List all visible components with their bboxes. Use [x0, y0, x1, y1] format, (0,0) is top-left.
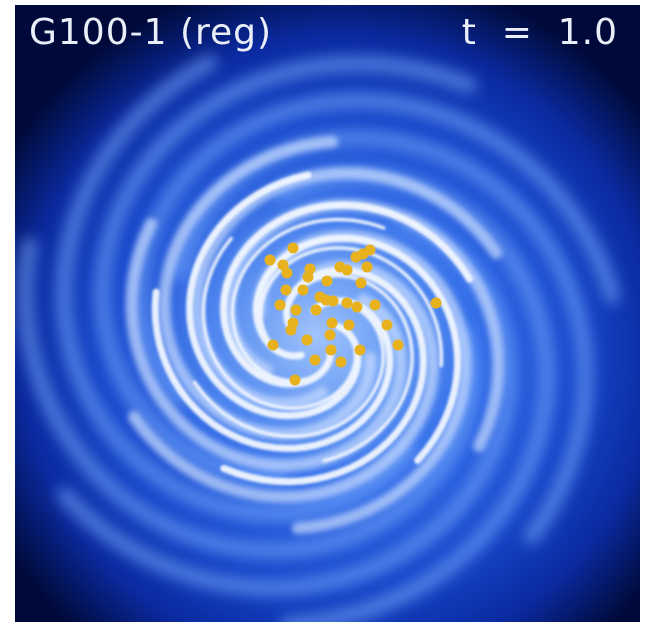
sink-particle: [430, 297, 442, 309]
inner-filament-thin: [287, 273, 414, 463]
outer-arm: [17, 237, 479, 559]
sink-particle: [325, 344, 337, 356]
inner-filament-thin: [201, 236, 358, 410]
sink-particle: [301, 334, 313, 346]
sink-particle: [309, 354, 321, 366]
sink-particle: [280, 284, 292, 296]
sink-particle: [392, 339, 404, 351]
sink-particle: [321, 275, 333, 287]
sink-particle: [290, 304, 302, 316]
inner-filament-thin: [259, 246, 444, 368]
time-label: t = 1.0: [461, 12, 618, 53]
inner-filament-thin: [230, 217, 386, 383]
sink-particle: [351, 301, 363, 313]
sink-particle: [361, 261, 373, 273]
sink-particle: [381, 319, 393, 331]
sink-particle: [274, 299, 286, 311]
sink-particle: [304, 263, 316, 275]
inner-filament: [219, 201, 474, 388]
mid-arm: [191, 167, 503, 410]
gas-density-map: [15, 5, 640, 622]
sink-particle: [326, 317, 338, 329]
sink-particle: [341, 297, 353, 309]
outer-arm: [132, 92, 621, 407]
simulation-frame: G100-1 (reg) t = 1.0: [15, 5, 640, 622]
sink-particle: [369, 299, 381, 311]
inner-filament-thin: [192, 300, 385, 438]
inner-filaments: [151, 171, 474, 486]
sink-particle: [341, 264, 353, 276]
outer-arm: [94, 55, 477, 486]
outer-arm: [55, 54, 417, 522]
sink-particle: [355, 277, 367, 289]
sink-particle: [297, 284, 309, 296]
sink-particle: [277, 259, 289, 271]
sink-particle: [267, 339, 279, 351]
sink-particle: [335, 356, 347, 368]
sink-particle: [324, 329, 336, 341]
simulation-title: G100-1 (reg): [29, 12, 273, 53]
sink-particle: [264, 254, 276, 266]
sink-particle: [364, 244, 376, 256]
sink-particle: [289, 374, 301, 386]
inner-filament: [252, 234, 461, 464]
sink-particle: [285, 324, 297, 336]
inner-filament: [220, 266, 427, 486]
sink-particle: [327, 295, 339, 307]
sink-particle: [343, 319, 355, 331]
sink-particle: [287, 242, 299, 254]
sink-particle: [354, 344, 366, 356]
sink-particles: [264, 242, 442, 386]
sink-particle: [310, 304, 322, 316]
mid-arm: [158, 135, 377, 441]
inner-filament: [186, 171, 362, 420]
